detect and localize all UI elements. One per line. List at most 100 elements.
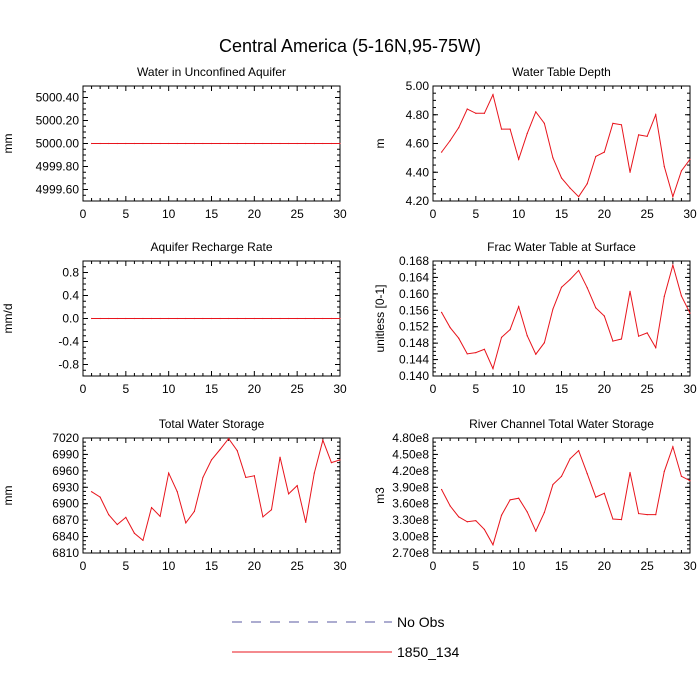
data-point bbox=[655, 114, 657, 116]
x-tick-label: 5 bbox=[122, 382, 129, 396]
data-point bbox=[330, 462, 333, 464]
data-point bbox=[279, 456, 281, 458]
data-point bbox=[672, 446, 674, 448]
y-tick-label: 6990 bbox=[52, 447, 79, 461]
y-tick-label: 5000.00 bbox=[36, 137, 80, 151]
x-tick-label: 30 bbox=[683, 559, 697, 573]
y-tick-label: 5000.40 bbox=[36, 91, 80, 105]
panel-title: Water in Unconfined Aquifer bbox=[137, 65, 286, 79]
data-point bbox=[492, 368, 494, 370]
data-point bbox=[210, 317, 213, 320]
x-tick-label: 30 bbox=[333, 382, 347, 396]
data-point bbox=[595, 496, 597, 498]
x-tick-label: 15 bbox=[205, 559, 219, 573]
data-point bbox=[185, 142, 187, 145]
x-tick-label: 10 bbox=[162, 559, 176, 573]
data-point bbox=[509, 328, 511, 331]
data-point bbox=[219, 317, 221, 320]
x-tick-label: 30 bbox=[683, 382, 697, 396]
y-tick-label: 0.160 bbox=[399, 287, 429, 301]
x-tick-label: 20 bbox=[598, 559, 612, 573]
panel-title: River Channel Total Water Storage bbox=[469, 417, 654, 431]
data-point bbox=[262, 142, 264, 145]
figure-title: Central America (5-16N,95-75W) bbox=[219, 36, 481, 56]
data-point bbox=[578, 269, 580, 272]
data-point bbox=[492, 94, 494, 96]
x-tick-label: 25 bbox=[290, 382, 304, 396]
data-point bbox=[313, 142, 315, 145]
x-tick-label: 20 bbox=[248, 382, 262, 396]
data-point bbox=[586, 472, 588, 475]
legend-label: No Obs bbox=[397, 614, 444, 630]
y-tick-label: 6900 bbox=[52, 497, 79, 511]
data-point bbox=[245, 317, 247, 320]
data-point bbox=[518, 158, 520, 160]
data-point bbox=[535, 111, 537, 113]
x-tick-label: 5 bbox=[122, 207, 129, 221]
data-point bbox=[193, 510, 195, 512]
data-point bbox=[142, 142, 144, 145]
y-tick-label: 0.144 bbox=[399, 353, 429, 367]
data-point bbox=[210, 142, 213, 145]
data-point bbox=[245, 142, 247, 145]
data-point bbox=[339, 459, 341, 461]
data-point bbox=[552, 308, 554, 310]
y-axis-label: mm/d bbox=[1, 304, 15, 334]
data-point bbox=[638, 134, 640, 136]
data-point bbox=[578, 196, 580, 198]
data-point bbox=[236, 449, 238, 452]
y-tick-label: 4.80 bbox=[406, 108, 430, 122]
data-point bbox=[663, 295, 665, 297]
data-point bbox=[689, 312, 691, 314]
y-tick-label: 7020 bbox=[52, 431, 79, 445]
x-tick-label: 5 bbox=[472, 207, 479, 221]
y-tick-label: 6840 bbox=[52, 530, 79, 544]
series-line bbox=[441, 93, 691, 199]
data-point bbox=[620, 518, 623, 521]
data-point bbox=[159, 515, 161, 517]
data-point bbox=[313, 317, 315, 320]
data-point bbox=[475, 112, 477, 114]
x-tick-label: 30 bbox=[333, 559, 347, 573]
data-point bbox=[603, 151, 605, 153]
data-point bbox=[560, 286, 563, 288]
x-tick-label: 10 bbox=[162, 382, 176, 396]
data-point bbox=[543, 511, 545, 514]
data-point bbox=[518, 497, 520, 499]
data-point bbox=[655, 514, 657, 516]
data-point bbox=[228, 317, 230, 320]
data-point bbox=[449, 140, 451, 142]
data-point bbox=[339, 317, 341, 320]
data-point bbox=[253, 142, 255, 145]
data-point bbox=[543, 342, 545, 344]
data-point bbox=[586, 287, 588, 289]
legend-label: 1850_134 bbox=[397, 644, 460, 660]
x-tick-label: 20 bbox=[598, 382, 612, 396]
x-tick-label: 0 bbox=[430, 559, 437, 573]
data-point bbox=[133, 142, 135, 145]
data-point bbox=[176, 491, 178, 493]
data-point bbox=[99, 317, 101, 320]
data-point bbox=[133, 317, 135, 320]
x-tick-label: 25 bbox=[290, 207, 304, 221]
data-point bbox=[159, 317, 161, 320]
data-point bbox=[458, 337, 460, 339]
y-tick-label: -0.4 bbox=[58, 335, 79, 349]
data-point bbox=[296, 317, 298, 320]
x-tick-label: 10 bbox=[512, 382, 526, 396]
panel-4: 0 5 10 15 20 25 30 0.140 0.144 0.148 0.152 0.156 0.1… bbox=[373, 240, 697, 396]
plot-frame bbox=[432, 260, 691, 377]
x-tick-label: 5 bbox=[472, 382, 479, 396]
y-tick-label: -0.8 bbox=[58, 358, 79, 372]
data-point bbox=[116, 317, 118, 320]
data-point bbox=[279, 142, 281, 145]
y-tick-label: 0.4 bbox=[62, 289, 79, 303]
data-point bbox=[288, 142, 290, 145]
data-point bbox=[125, 516, 127, 519]
data-point bbox=[288, 317, 290, 320]
data-point bbox=[193, 142, 195, 145]
data-point bbox=[253, 475, 255, 477]
data-point bbox=[193, 317, 195, 320]
y-axis-label: unitless [0-1] bbox=[373, 284, 387, 352]
